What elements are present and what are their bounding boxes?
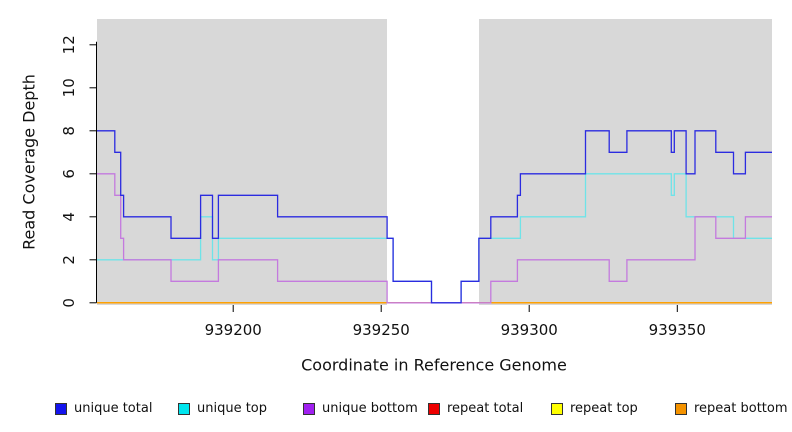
y-tick-label: 12: [60, 35, 78, 54]
legend: unique total unique top unique bottom repea…: [0, 401, 792, 423]
legend-swatch-icon: [55, 402, 67, 415]
legend-label: unique total: [74, 401, 153, 416]
y-tick-label: 4: [60, 212, 78, 222]
legend-label: unique bottom: [322, 401, 418, 416]
legend-swatch-icon: [178, 402, 190, 415]
legend-label: repeat bottom: [694, 401, 788, 416]
x-tick-label: 939300: [501, 321, 558, 339]
x-tick-label: 939250: [353, 321, 410, 339]
y-axis-title: Read Coverage Depth: [19, 74, 39, 250]
y-tick-label: 0: [60, 298, 78, 308]
y-tick-label: 10: [60, 78, 78, 97]
legend-swatch-icon: [551, 402, 563, 415]
legend-label: unique top: [197, 401, 268, 416]
legend-label: repeat total: [447, 401, 524, 416]
legend-item: unique top: [178, 401, 267, 416]
legend-item: repeat total: [428, 401, 523, 416]
legend-item: unique bottom: [303, 401, 418, 416]
series-line-unique-total: [97, 130, 772, 304]
legend-swatch-icon: [428, 402, 440, 415]
x-tick-label: 939200: [205, 321, 262, 339]
legend-label: repeat top: [570, 401, 638, 416]
y-tick-label: 2: [60, 255, 78, 265]
masked-region: [387, 19, 479, 305]
legend-item: repeat bottom: [675, 401, 788, 416]
legend-item: repeat top: [551, 401, 638, 416]
y-tick-label: 6: [60, 169, 78, 179]
y-tick-label: 8: [60, 126, 78, 136]
legend-swatch-icon: [303, 402, 315, 415]
x-tick-label: 939350: [649, 321, 706, 339]
x-axis-title: Coordinate in Reference Genome: [301, 355, 567, 375]
legend-swatch-icon: [675, 402, 687, 415]
legend-item: unique total: [55, 401, 152, 416]
